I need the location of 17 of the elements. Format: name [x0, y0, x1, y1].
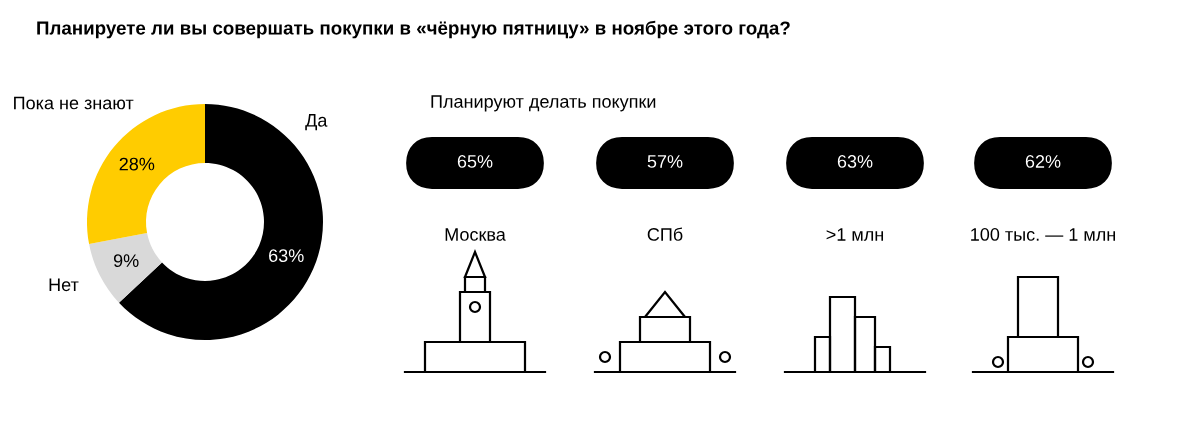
data-label: 57%	[647, 155, 683, 168]
slice-label: Пока не знают	[14, 96, 134, 110]
data-label: 28%	[119, 157, 155, 171]
data-label: 63%	[837, 155, 873, 168]
category-label: 100 тыс. — 1 млн	[971, 228, 1115, 241]
text: Планируют делать покупки	[431, 95, 656, 112]
slice-label: Нет	[49, 278, 79, 292]
text: Планируете ли вы совершать покупки в «чёрную пятницу» в ноябре этого года?	[37, 20, 790, 39]
slice-label: Да	[305, 114, 328, 131]
data-label: 62%	[1025, 155, 1061, 168]
data-label: 63%	[269, 249, 304, 262]
category-label: >1 млн	[826, 228, 884, 241]
data-label: 9%	[113, 254, 139, 268]
category-label: СПб	[647, 227, 683, 241]
donut-slice	[89, 233, 162, 303]
data-label: 65%	[457, 155, 493, 168]
category-label: Москва	[445, 228, 506, 241]
